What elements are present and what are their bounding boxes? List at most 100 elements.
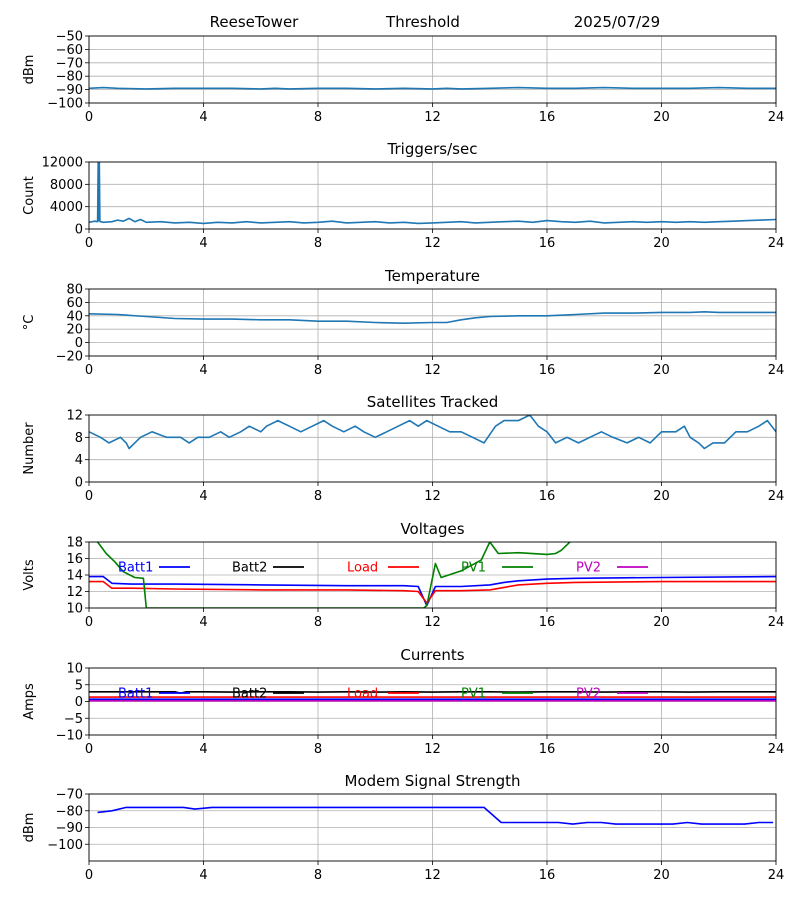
y-tick-label: 40 (66, 309, 83, 324)
x-tick-label: 0 (85, 110, 93, 125)
y-axis-label: dBm (22, 813, 37, 843)
y-tick-label: 14 (66, 569, 83, 584)
legend-label-pv1: PV1 (461, 561, 486, 576)
y-tick-label: 80 (66, 283, 83, 298)
y-tick-label: 8 (75, 431, 83, 446)
x-tick-label: 12 (424, 489, 441, 504)
x-tick-label: 16 (539, 742, 556, 757)
x-tick-label: 20 (653, 489, 670, 504)
header-station: ReeseTower (210, 13, 300, 31)
y-tick-label: 60 (66, 296, 83, 311)
x-tick-label: 0 (85, 742, 93, 757)
y-axis-label: °C (22, 315, 37, 331)
x-tick-label: 4 (199, 236, 207, 251)
x-tick-label: 12 (424, 615, 441, 630)
chart-title: Modem Signal Strength (345, 772, 521, 790)
x-tick-label: 16 (539, 236, 556, 251)
y-tick-label: −70 (56, 788, 83, 803)
series-group (89, 310, 776, 325)
x-tick-label: 12 (424, 868, 441, 883)
x-tick-label: 16 (539, 489, 556, 504)
y-tick-label: 18 (66, 536, 83, 551)
x-tick-label: 16 (539, 110, 556, 125)
x-tick-label: 8 (314, 868, 322, 883)
y-tick-label: −10 (56, 729, 83, 744)
chart-4: 0 4 8 12 16 20 24 0 4 8 12 Satellites Tracked Number (22, 393, 784, 504)
x-tick-label: 20 (653, 615, 670, 630)
y-tick-label: −80 (56, 804, 83, 819)
x-tick-label: 12 (424, 742, 441, 757)
y-tick-label: −90 (56, 83, 83, 98)
y-tick-label: 0 (75, 223, 83, 238)
chart-title: Voltages (400, 520, 464, 538)
y-axis-label: Volts (22, 559, 37, 591)
x-tick-label: 0 (85, 236, 93, 251)
series-line-1 (89, 415, 776, 450)
x-tick-label: 8 (314, 363, 322, 378)
x-tick-label: 16 (539, 868, 556, 883)
y-tick-label: 4000 (50, 200, 83, 215)
y-tick-label: 16 (66, 552, 83, 567)
x-tick-label: 24 (768, 489, 785, 504)
series-group (89, 86, 776, 90)
x-tick-label: 0 (85, 363, 93, 378)
y-axis-label: Amps (22, 683, 37, 720)
x-tick-label: 12 (424, 110, 441, 125)
x-tick-label: 20 (653, 868, 670, 883)
legend-label-batt1: Batt1 (118, 687, 153, 702)
header-date: 2025/07/29 (574, 13, 660, 31)
x-tick-label: 12 (424, 363, 441, 378)
series-line-1 (97, 806, 774, 825)
x-tick-label: 8 (314, 742, 322, 757)
legend-label-batt1: Batt1 (118, 561, 153, 576)
x-tick-label: 0 (85, 615, 93, 630)
x-tick-label: 4 (199, 110, 207, 125)
y-tick-label: 12000 (42, 156, 83, 171)
x-tick-label: 8 (314, 615, 322, 630)
y-tick-label: 0 (75, 695, 83, 710)
y-axis-label: Number (22, 422, 37, 475)
series-group (89, 542, 776, 608)
x-tick-label: 4 (199, 868, 207, 883)
y-tick-label: 12 (66, 585, 83, 600)
x-tick-label: 8 (314, 236, 322, 251)
series-group (89, 415, 776, 450)
x-tick-label: 8 (314, 110, 322, 125)
chart-2: 0 4 8 12 16 20 24 0 4000 8000 12000 Triggers/sec Cou… (22, 140, 784, 251)
x-tick-label: 24 (768, 110, 785, 125)
y-tick-label: 20 (66, 323, 83, 338)
x-tick-label: 20 (653, 363, 670, 378)
x-tick-label: 4 (199, 742, 207, 757)
y-tick-label: 10 (66, 662, 83, 677)
series-group (97, 806, 774, 825)
y-tick-label: 10 (66, 602, 83, 617)
chart-1: 0 4 8 12 16 20 24 −100−90−80−70−60−50 dBm (22, 30, 784, 126)
x-tick-label: 4 (199, 363, 207, 378)
x-tick-label: 0 (85, 868, 93, 883)
x-tick-label: 20 (653, 110, 670, 125)
legend-label-pv2: PV2 (576, 687, 601, 702)
chart-title: Satellites Tracked (367, 393, 498, 411)
x-tick-label: 24 (768, 868, 785, 883)
chart-7: 0 4 8 12 16 20 24 −100 −90 −80−70 Modem Signal Str… (22, 772, 784, 883)
y-tick-label: −70 (56, 56, 83, 71)
x-tick-label: 24 (768, 615, 785, 630)
legend-label-batt2: Batt2 (232, 687, 267, 702)
y-tick-label: 5 (75, 678, 83, 693)
y-axis-label: Count (22, 176, 37, 215)
x-tick-label: 4 (199, 489, 207, 504)
header-mode: Threshold (385, 13, 460, 31)
chart-title: Currents (400, 646, 464, 664)
legend-label-pv1: PV1 (461, 687, 486, 702)
series-line-1 (89, 310, 776, 325)
chart-title: Triggers/sec (387, 140, 478, 158)
legend-label-load: Load (347, 561, 378, 576)
y-tick-label: 4 (75, 453, 83, 468)
y-tick-label: 0 (75, 336, 83, 351)
x-tick-label: 12 (424, 236, 441, 251)
series-line-1 (89, 86, 776, 90)
